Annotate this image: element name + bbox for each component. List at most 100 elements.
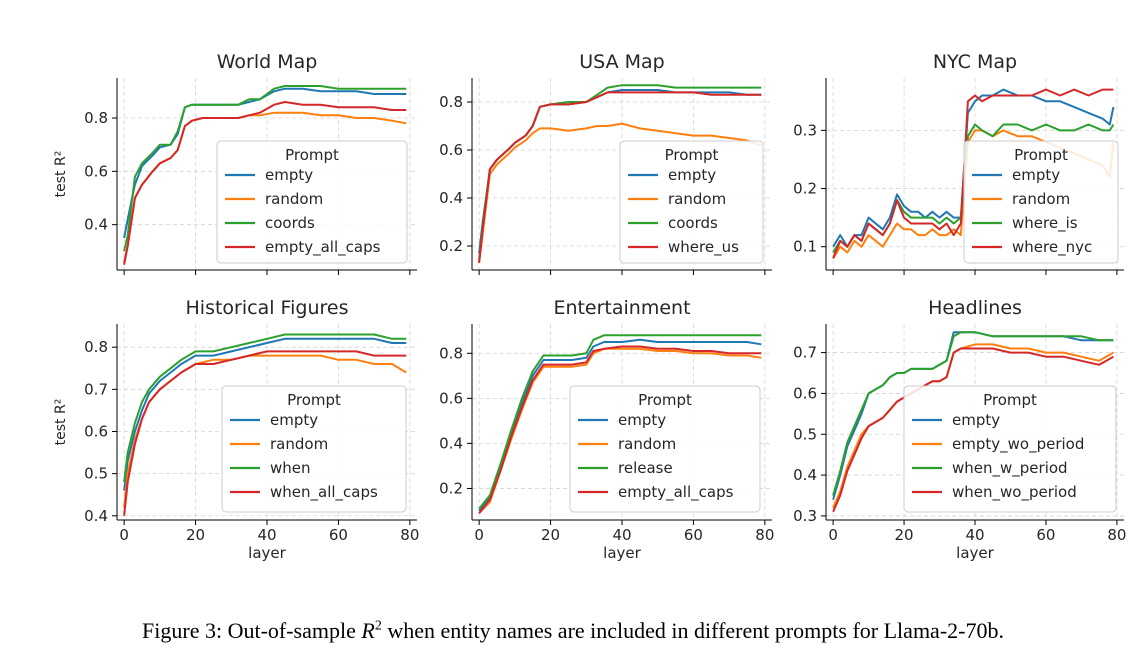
legend-box	[569, 385, 761, 513]
legend-entry: when	[270, 459, 311, 477]
series-line-where_nyc	[832, 88, 1114, 259]
y-tick-label: 0.5	[84, 465, 108, 483]
x-axis-label: layer	[248, 544, 286, 562]
legend-entry: random	[668, 190, 726, 208]
x-tick-label: 80	[1107, 526, 1126, 544]
x-tick-label: 20	[186, 526, 205, 544]
x-axis-label: layer	[956, 544, 994, 562]
legend-entry: coords	[668, 214, 718, 232]
chart-panel: 0.2 0.4 0.6 0.8 USA Map Prompt empty random coor…	[439, 51, 772, 275]
y-axis-label: test R²	[53, 151, 69, 198]
chart-panel: 0 20 40 60 80 0.4 0.5 0.6 0.7 0.8 Historical Figur…	[53, 297, 419, 562]
chart-title: World Map	[217, 51, 318, 73]
legend: Prompt empty random coords empty_all_caps	[216, 140, 408, 264]
x-tick-label: 80	[755, 526, 774, 544]
legend-box	[216, 140, 408, 264]
chart-panel: 0.1 0.2 0.3 NYC Map Prompt empty random where_i…	[793, 51, 1124, 275]
y-tick-label: 0.5	[793, 425, 817, 443]
series-line-when_w_period	[832, 331, 1114, 496]
legend-entry: empty	[270, 411, 318, 429]
legend-title: Prompt	[665, 146, 719, 164]
caption-r-exponent: 2	[374, 618, 382, 634]
legend: Prompt empty random when when_all_caps	[221, 385, 407, 513]
y-tick-label: 0.6	[439, 389, 463, 407]
legend-entry: where_nyc	[1012, 238, 1092, 257]
figure-caption: Figure 3: Out-of-sample R2 when entity n…	[0, 618, 1146, 644]
y-tick-label: 0.6	[793, 384, 817, 402]
x-tick-label: 60	[684, 526, 703, 544]
series-line-empty_all_caps	[478, 345, 762, 514]
legend-title: Prompt	[1014, 146, 1068, 164]
y-tick-label: 0.4	[439, 189, 463, 207]
legend-entry: empty_all_caps	[618, 483, 734, 502]
y-tick-label: 0.7	[793, 344, 817, 362]
series-line-where_us	[478, 91, 762, 263]
y-tick-label: 0.4	[793, 466, 817, 484]
legend-entry: empty_wo_period	[952, 435, 1084, 454]
legend-entry: random	[1012, 190, 1070, 208]
y-tick-label: 0.2	[439, 479, 463, 497]
legend: Prompt empty random coords where_us	[619, 140, 764, 264]
x-tick-label: 80	[400, 526, 419, 544]
x-axis-label: layer	[603, 544, 641, 562]
series-line-empty	[123, 337, 407, 491]
legend-title: Prompt	[287, 391, 341, 409]
legend-title: Prompt	[285, 146, 339, 164]
y-tick-label: 0.4	[439, 434, 463, 452]
y-tick-label: 0.6	[84, 422, 108, 440]
legend-box	[221, 385, 407, 513]
caption-prefix: Figure 3: Out-of-sample	[142, 618, 362, 643]
series-line-when_all_caps	[123, 350, 407, 516]
legend-entry: empty	[618, 411, 666, 429]
x-tick-label: 60	[1036, 526, 1055, 544]
legend-entry: empty	[265, 166, 313, 184]
figure-canvas: 0.4 0.6 0.8 World Map test R² Prompt empty rand…	[53, 51, 1126, 562]
caption-suffix: when entity names are included in differ…	[381, 618, 1004, 643]
legend-entry: random	[618, 435, 676, 453]
chart-panel: 0 20 40 60 80 0.3 0.4 0.5 0.6 0.7 Headlines layer Pr…	[793, 297, 1126, 562]
legend-entry: when_w_period	[952, 459, 1068, 478]
chart-title: NYC Map	[933, 51, 1017, 73]
legend-box	[619, 140, 764, 264]
legend-entry: where_is	[1012, 214, 1078, 233]
legend-entry: coords	[265, 214, 315, 232]
chart-title: Headlines	[928, 297, 1022, 319]
series-line-random	[478, 122, 762, 263]
legend: Prompt empty random where_is where_nyc	[963, 140, 1119, 264]
y-tick-label: 0.8	[84, 338, 108, 356]
chart-panel: 0.4 0.6 0.8 World Map test R² Prompt empty rand…	[53, 51, 417, 275]
legend-entry: empty_all_caps	[265, 238, 381, 257]
legend-entry: empty	[668, 166, 716, 184]
legend: Prompt empty empty_wo_period when_w_periodw…	[903, 385, 1117, 513]
legend: Prompt empty random release empty_all_caps	[569, 385, 761, 513]
legend-entry: empty	[1012, 166, 1060, 184]
chart-title: Historical Figures	[186, 297, 349, 319]
series-line-release	[478, 334, 762, 510]
y-tick-label: 0.3	[793, 507, 817, 525]
y-tick-label: 0.4	[84, 507, 108, 525]
y-tick-label: 0.4	[84, 216, 108, 234]
caption-r-symbol: R	[361, 618, 375, 643]
x-tick-label: 40	[612, 526, 631, 544]
x-tick-label: 40	[257, 526, 276, 544]
legend-title: Prompt	[983, 391, 1037, 409]
x-tick-label: 20	[895, 526, 914, 544]
y-tick-label: 0.2	[793, 180, 817, 198]
x-tick-label: 0	[828, 526, 838, 544]
legend-entry: release	[618, 459, 673, 477]
chart-panel: 0 20 40 60 80 0.2 0.4 0.6 0.8 Entertainment layer P…	[439, 297, 774, 562]
y-tick-label: 0.6	[439, 141, 463, 159]
legend-box	[903, 385, 1117, 513]
x-tick-label: 0	[474, 526, 484, 544]
legend-entry: where_us	[668, 238, 739, 257]
y-tick-label: 0.8	[439, 344, 463, 362]
series-line-empty_all_caps	[123, 101, 407, 265]
y-tick-label: 0.8	[439, 93, 463, 111]
legend-box	[963, 140, 1119, 264]
series-line-when	[123, 333, 407, 483]
legend-entry: when_all_caps	[270, 483, 378, 502]
series-line-when_wo_period	[832, 347, 1114, 513]
chart-title: Entertainment	[553, 297, 690, 319]
y-tick-label: 0.6	[84, 162, 108, 180]
series-line-empty	[832, 88, 1115, 248]
